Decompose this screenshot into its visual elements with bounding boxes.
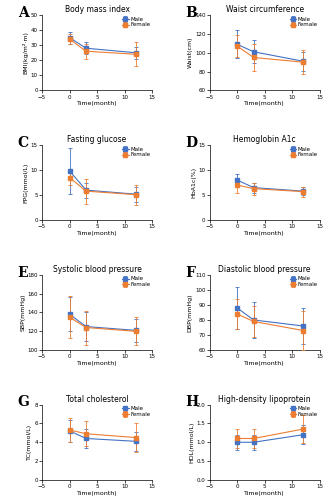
Y-axis label: DBP(mmHg): DBP(mmHg)	[188, 293, 193, 332]
Text: C: C	[18, 136, 29, 150]
Y-axis label: BMI(kg/m²·m): BMI(kg/m²·m)	[23, 32, 29, 74]
X-axis label: Time(month): Time(month)	[244, 360, 285, 366]
Legend: Male, Female: Male, Female	[289, 146, 319, 158]
Y-axis label: Waist(cm): Waist(cm)	[188, 37, 193, 68]
Text: G: G	[18, 396, 30, 409]
Legend: Male, Female: Male, Female	[121, 406, 151, 417]
Y-axis label: HbA1c(%): HbA1c(%)	[191, 167, 196, 198]
Title: Hemoglobin A1c: Hemoglobin A1c	[233, 135, 296, 144]
Legend: Male, Female: Male, Female	[121, 16, 151, 28]
X-axis label: Time(month): Time(month)	[244, 231, 285, 236]
Title: Diastolic blood pressure: Diastolic blood pressure	[218, 265, 311, 274]
Y-axis label: TC(mmol/L): TC(mmol/L)	[27, 424, 32, 461]
Title: Total cholesterol: Total cholesterol	[66, 394, 129, 404]
Y-axis label: SBP(mmHg): SBP(mmHg)	[20, 294, 25, 331]
Legend: Male, Female: Male, Female	[121, 276, 151, 287]
X-axis label: Time(month): Time(month)	[244, 101, 285, 106]
X-axis label: Time(month): Time(month)	[77, 231, 118, 236]
Y-axis label: HDL(mmol/L): HDL(mmol/L)	[190, 422, 194, 463]
Legend: Male, Female: Male, Female	[289, 16, 319, 28]
Text: D: D	[185, 136, 197, 150]
X-axis label: Time(month): Time(month)	[244, 490, 285, 496]
Text: F: F	[185, 266, 195, 280]
Text: E: E	[18, 266, 28, 280]
Title: High-density lipoprotein: High-density lipoprotein	[218, 394, 311, 404]
X-axis label: Time(month): Time(month)	[77, 360, 118, 366]
Legend: Male, Female: Male, Female	[289, 406, 319, 417]
Title: Waist circumference: Waist circumference	[225, 5, 304, 14]
Title: Body mass index: Body mass index	[65, 5, 130, 14]
Y-axis label: FPG(mmol/L): FPG(mmol/L)	[24, 162, 29, 203]
Title: Systolic blood pressure: Systolic blood pressure	[53, 265, 141, 274]
Legend: Male, Female: Male, Female	[121, 146, 151, 158]
Legend: Male, Female: Male, Female	[289, 276, 319, 287]
Title: Fasting glucose: Fasting glucose	[68, 135, 127, 144]
Text: A: A	[18, 6, 28, 20]
X-axis label: Time(month): Time(month)	[77, 490, 118, 496]
Text: B: B	[185, 6, 197, 20]
Text: H: H	[185, 396, 198, 409]
X-axis label: Time(month): Time(month)	[77, 101, 118, 106]
